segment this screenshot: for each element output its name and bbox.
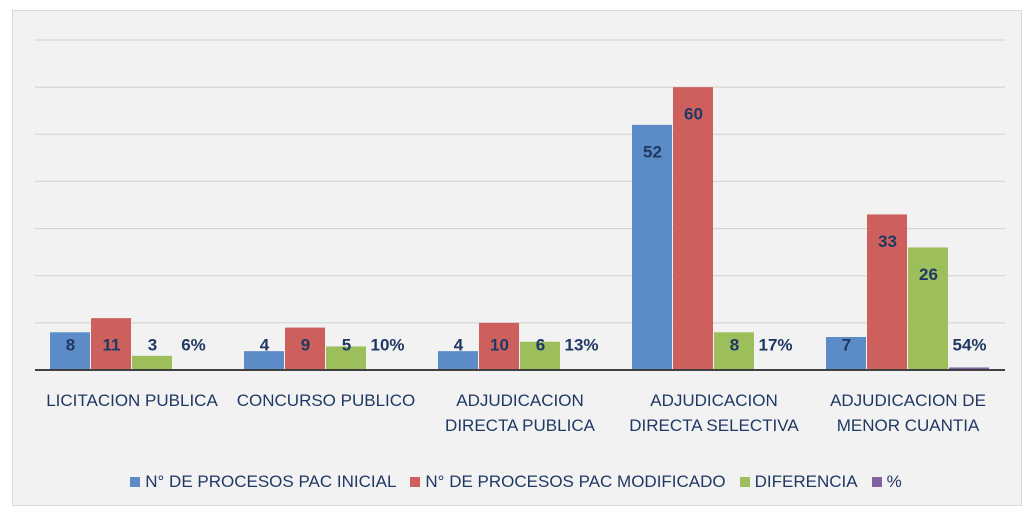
bar xyxy=(908,247,948,370)
legend: N° DE PROCESOS PAC INICIAL N° DE PROCESOS… xyxy=(0,472,1032,492)
legend-swatch xyxy=(410,477,421,487)
data-label: 3 xyxy=(148,335,157,354)
data-label: 13% xyxy=(564,335,598,354)
chart-area xyxy=(12,10,1022,506)
data-label: 5 xyxy=(342,335,351,354)
x-tick-label: LICITACION PUBLICA xyxy=(46,391,218,410)
x-tick-label: ADJUDICACION DIRECTA SELECTIVA xyxy=(629,391,799,435)
data-label: 33 xyxy=(878,232,897,251)
data-label: 52 xyxy=(643,142,662,161)
x-tick-label: CONCURSO PUBLICO xyxy=(236,391,416,410)
data-label: 8 xyxy=(730,335,739,354)
bar xyxy=(244,351,284,370)
bar xyxy=(132,355,172,370)
x-tick-label: ADJUDICACION DE MENOR CUANTIA xyxy=(830,391,986,435)
data-label: 6 xyxy=(536,335,545,354)
bar xyxy=(673,87,713,371)
data-label: 10 xyxy=(490,335,509,354)
bar xyxy=(867,214,907,370)
data-label: 6% xyxy=(181,335,206,354)
data-label: 4 xyxy=(260,335,270,354)
bar xyxy=(520,341,560,370)
legend-item: N° DE PROCESOS PAC MODIFICADO xyxy=(410,472,726,492)
legend-label: DIFERENCIA xyxy=(754,472,858,491)
data-label: 17% xyxy=(758,335,792,354)
legend-swatch xyxy=(130,477,141,487)
bar xyxy=(91,318,131,370)
data-label: 8 xyxy=(66,335,75,354)
bar xyxy=(50,332,90,370)
bar xyxy=(714,332,754,370)
legend-label: N° DE PROCESOS PAC INICIAL xyxy=(145,472,397,491)
legend-swatch xyxy=(871,477,882,487)
bar xyxy=(479,322,519,370)
bar xyxy=(632,124,672,370)
legend-item: % xyxy=(871,472,902,492)
legend-swatch xyxy=(739,477,750,487)
data-label: 9 xyxy=(301,335,310,354)
data-label: 4 xyxy=(454,335,464,354)
data-label: 10% xyxy=(370,335,404,354)
legend-label: % xyxy=(886,472,902,491)
bar xyxy=(438,351,478,370)
x-tick-label: ADJUDICACION DIRECTA PUBLICA xyxy=(445,391,595,435)
data-label: 60 xyxy=(684,105,703,124)
bar xyxy=(326,346,366,370)
legend-item: DIFERENCIA xyxy=(739,472,858,492)
bar xyxy=(826,337,866,370)
data-label: 54% xyxy=(952,335,986,354)
bar xyxy=(285,327,325,370)
legend-item: N° DE PROCESOS PAC INICIAL xyxy=(130,472,396,492)
data-label: 7 xyxy=(842,335,851,354)
bar xyxy=(949,367,989,370)
data-label: 11 xyxy=(103,335,121,354)
data-label: 26 xyxy=(919,265,938,284)
legend-label: N° DE PROCESOS PAC MODIFICADO xyxy=(425,472,726,491)
